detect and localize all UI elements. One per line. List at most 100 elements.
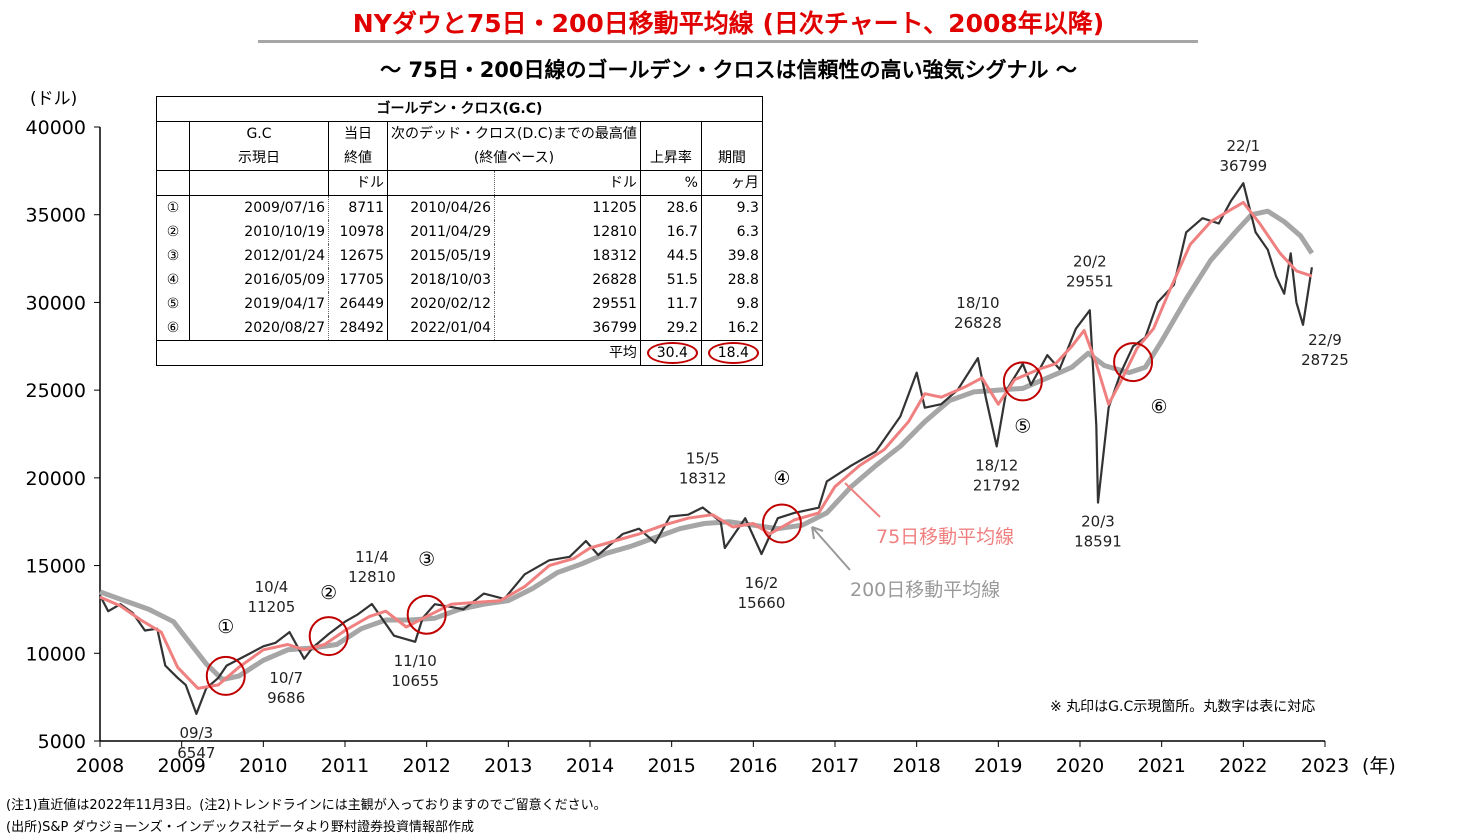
cell-close: 10978 — [328, 220, 388, 244]
cell-no: ② — [166, 224, 180, 240]
avg-period: 18.4 — [707, 342, 759, 364]
annotation-date: 18/12 — [975, 456, 1018, 474]
col-rise-label: 上昇率 — [639, 146, 702, 171]
cell-close: 26449 — [328, 292, 388, 316]
cell-date: 2009/07/16 — [189, 195, 329, 220]
col-period-label: 期間 — [700, 146, 763, 171]
annotation-value: 28725 — [1301, 351, 1349, 369]
ma200-arrow — [811, 526, 851, 571]
unit-rise: % — [639, 170, 702, 196]
annotation-value: 36799 — [1219, 157, 1267, 175]
annotation-date: 15/5 — [686, 449, 720, 467]
cell-months: 39.8 — [700, 244, 763, 268]
annotation-value: 9686 — [267, 689, 305, 707]
dow-price-line — [99, 182, 1313, 715]
x-tick-label: 2010 — [239, 755, 287, 777]
gc-number: ⑥ — [1151, 396, 1168, 418]
cell-high: 36799 — [494, 316, 641, 341]
x-tick-label: 2013 — [484, 755, 532, 777]
chart-note: ※ 丸印はG.C示現箇所。丸数字は表に対応 — [1050, 698, 1315, 715]
annotation-date: 09/3 — [180, 724, 214, 742]
x-axis-label: (年) — [1362, 755, 1396, 777]
annotation-value: 15660 — [738, 594, 786, 612]
x-tick-label: 2018 — [892, 755, 940, 777]
source-note: (出所)S&P ダウジョーンズ・インデックス社データより野村證券投資情報部作成 — [6, 820, 474, 835]
annotation-value: 10655 — [391, 672, 439, 690]
y-tick-label: 5000 — [38, 731, 86, 753]
ma75-label: 75日移動平均線 — [876, 526, 1014, 548]
cell-date: 2012/01/24 — [189, 244, 329, 268]
annotation-value: 29551 — [1066, 272, 1114, 290]
gc-circle — [205, 655, 246, 696]
x-tick-label: 2015 — [647, 755, 695, 777]
cell-close: 17705 — [328, 268, 388, 292]
cell-high: 11205 — [494, 195, 641, 220]
cell-close: 12675 — [328, 244, 388, 268]
annotation-value: 12810 — [348, 568, 396, 586]
cell-high: 26828 — [494, 268, 641, 292]
annotation-date: 10/7 — [269, 669, 303, 687]
col-gc: G.C — [189, 121, 329, 146]
table-caption: ゴールデン・クロス(G.C) — [376, 101, 543, 117]
footnote: (注1)直近値は2022年11月3日。(注2)トレンドラインには主観が入っており… — [6, 798, 607, 813]
cell-no: ④ — [166, 272, 180, 288]
col-high: 次のデッド・クロス(D.C)までの最高値 — [387, 121, 641, 146]
annotation-value: 18591 — [1074, 533, 1122, 551]
annotation-date: 16/2 — [745, 574, 779, 592]
ma75-arrow — [844, 482, 881, 518]
cell-rise: 16.7 — [639, 220, 702, 244]
chart-title: NYダウと75日・200日移動平均線 (日次チャート、2008年以降) — [352, 9, 1105, 38]
annotation-value: 18312 — [679, 469, 727, 487]
table-row: ③ 2012/01/24 12675 2015/05/19 18312 44.5 39.8 — [157, 244, 763, 268]
annotation-value: 21792 — [973, 476, 1021, 494]
gc-number: ① — [217, 616, 234, 638]
y-tick-label: 10000 — [26, 643, 86, 665]
cell-months: 9.8 — [700, 292, 763, 316]
gc-number: ③ — [418, 549, 435, 571]
annotation-date: 18/10 — [956, 294, 999, 312]
gc-circle — [406, 594, 447, 635]
table-row: ⑤ 2019/04/17 26449 2020/02/12 29551 11.7 9.8 — [157, 292, 763, 316]
y-tick-label: 25000 — [26, 380, 86, 402]
table-row: ② 2010/10/19 10978 2011/04/29 12810 16.7 6.3 — [157, 220, 763, 244]
y-tick-label: 35000 — [26, 205, 86, 227]
cell-high: 12810 — [494, 220, 641, 244]
golden-cross-table: ゴールデン・クロス(G.C) G.C 当日 次のデッド・クロス(D.C)までの最… — [156, 96, 763, 366]
x-tick-label: 2020 — [1056, 755, 1104, 777]
gc-circle — [308, 616, 349, 657]
table-row: ④ 2016/05/09 17705 2018/10/03 26828 51.5 28.8 — [157, 268, 763, 292]
annotation-value: 6547 — [177, 744, 215, 762]
unit-close: ドル — [328, 170, 388, 196]
col-close-2: 終値 — [328, 146, 388, 171]
y-tick-label: 20000 — [26, 468, 86, 490]
col-high-2: (終値ベース) — [387, 146, 641, 171]
col-gc-2: 示現日 — [189, 146, 329, 171]
x-tick-label: 2023 — [1301, 755, 1349, 777]
annotation-value: 26828 — [954, 314, 1002, 332]
cell-date: 2019/04/17 — [189, 292, 329, 316]
annotation-date: 20/2 — [1073, 252, 1107, 270]
cell-no: ⑤ — [166, 296, 180, 312]
cell-hdate: 2010/04/26 — [387, 195, 495, 220]
gc-number: ④ — [773, 467, 790, 489]
ma75-line — [99, 200, 1313, 690]
ma200-line — [99, 208, 1314, 683]
annotation-date: 20/3 — [1081, 513, 1115, 531]
table-row: ⑥ 2020/08/27 28492 2022/01/04 36799 29.2 16.2 — [157, 316, 763, 341]
cell-date: 2016/05/09 — [189, 268, 329, 292]
cell-hdate: 2015/05/19 — [387, 244, 495, 268]
annotation-value: 11205 — [248, 598, 296, 616]
cell-rise: 11.7 — [639, 292, 702, 316]
gc-circle — [1113, 342, 1154, 383]
cell-months: 16.2 — [700, 316, 763, 341]
annotation-date: 11/4 — [355, 548, 389, 566]
cell-high: 18312 — [494, 244, 641, 268]
cell-hdate: 2018/10/03 — [387, 268, 495, 292]
ma200-arrowhead — [811, 526, 824, 540]
cell-months: 9.3 — [700, 195, 763, 220]
cell-hdate: 2022/01/04 — [387, 316, 495, 341]
x-tick-label: 2016 — [729, 755, 777, 777]
cell-no: ⑥ — [166, 320, 180, 336]
gc-number: ⑤ — [1014, 415, 1031, 437]
